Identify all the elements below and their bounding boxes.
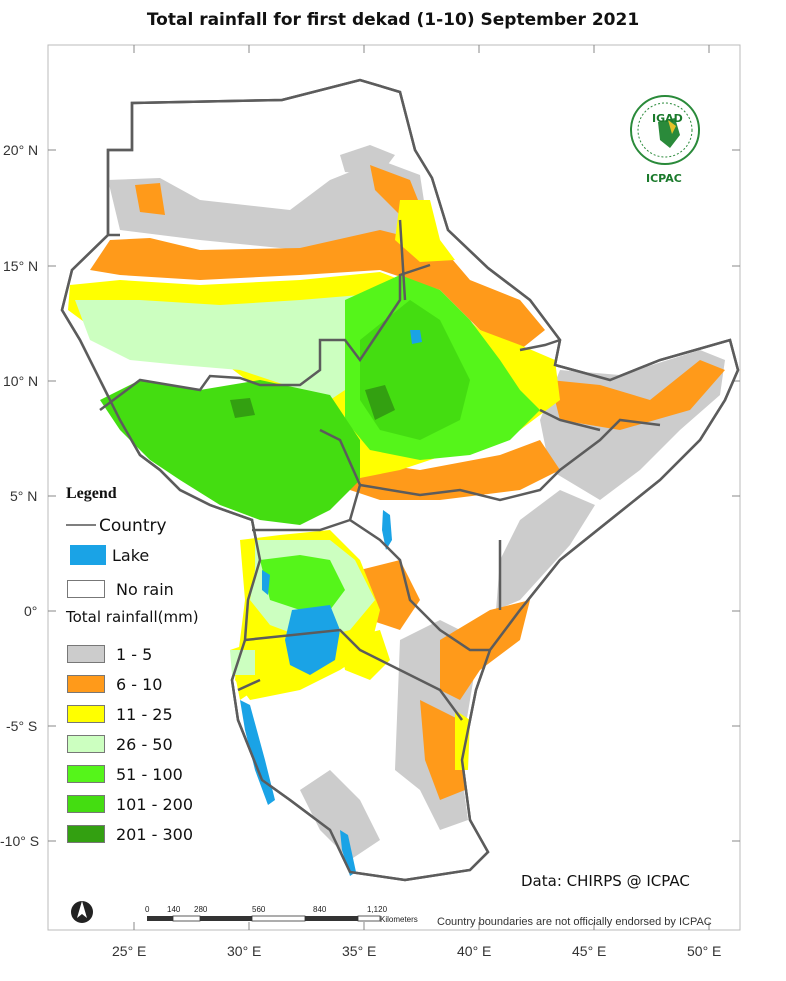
legend-label-51-100: 51 - 100 <box>116 765 183 784</box>
lat-label-15n: 15° N <box>3 258 39 274</box>
igad-logo <box>630 95 700 165</box>
legend-label-201-300: 201 - 300 <box>116 825 194 844</box>
legend-country-label: Country <box>99 516 167 536</box>
lat-label-0: 0° <box>24 603 38 619</box>
legend-label-101-200: 101 - 200 <box>116 795 194 814</box>
lon-label-30e: 30° E <box>227 943 262 959</box>
data-credit: Data: CHIRPS @ ICPAC <box>521 872 690 890</box>
legend-swatch-11-25 <box>67 705 105 723</box>
legend-swatch-6-10 <box>67 675 105 693</box>
lakes <box>240 330 422 876</box>
legend-lake-label: Lake <box>112 546 150 565</box>
lake-victoria <box>285 605 340 675</box>
lake-albert <box>262 570 270 595</box>
lon-label-40e: 40° E <box>457 943 492 959</box>
legend-title: Legend <box>66 485 117 502</box>
graticule-ticks <box>48 45 740 930</box>
legend-swatch-26-50 <box>67 735 105 753</box>
legend-label-11-25: 11 - 25 <box>116 705 173 724</box>
logo-igad-text: IGAD <box>652 112 683 125</box>
scale-tick-0: 0 <box>145 905 150 914</box>
lat-label-20n: 20° N <box>3 142 39 158</box>
legend-no-rain-swatch <box>67 580 105 598</box>
legend-label-26-50: 26 - 50 <box>116 735 173 754</box>
legend-swatch-201-300 <box>67 825 105 843</box>
lon-label-50e: 50° E <box>687 943 722 959</box>
scale-tick-140: 140 <box>167 905 181 914</box>
legend-swatch-1-5 <box>67 645 105 663</box>
scale-tick-560: 560 <box>252 905 266 914</box>
north-arrow-icon <box>71 901 93 923</box>
legend-no-rain-label: No rain <box>116 580 174 599</box>
scale-tick-1120: 1,120 <box>367 905 388 914</box>
lake-tana <box>410 330 422 344</box>
country-boundaries <box>60 78 740 882</box>
legend-swatch-101-200 <box>67 795 105 813</box>
lon-label-45e: 45° E <box>572 943 607 959</box>
logo-icpac-text: ICPAC <box>646 172 682 185</box>
lake-malawi <box>340 830 356 876</box>
lon-label-35e: 35° E <box>342 943 377 959</box>
scale-tick-840: 840 <box>313 905 327 914</box>
legend-label-1-5: 1 - 5 <box>116 645 153 664</box>
legend-label-6-10: 6 - 10 <box>116 675 163 694</box>
scale-unit: Kilometers <box>380 915 418 924</box>
country-line-icon <box>66 524 96 526</box>
legend-swatch-51-100 <box>67 765 105 783</box>
scale-tick-280: 280 <box>194 905 208 914</box>
boundary-disclaimer: Country boundaries are not officially en… <box>437 916 712 928</box>
lat-label-5n: 5° N <box>10 488 38 504</box>
legend-rainfall-title: Total rainfall(mm) <box>66 608 199 626</box>
lake-tanganyika <box>240 700 275 805</box>
scale-bar <box>147 915 381 922</box>
lat-label-5s: -5° S <box>6 718 38 734</box>
legend-lake-swatch <box>70 545 106 565</box>
lake-turkana <box>382 510 392 550</box>
rain-class-201-300 <box>230 385 395 420</box>
lat-label-10s: -10° S <box>0 833 40 849</box>
lat-label-10n: 10° N <box>3 373 39 389</box>
lon-label-25e: 25° E <box>112 943 147 959</box>
map-title: Total rainfall for first dekad (1-10) Se… <box>146 10 640 30</box>
